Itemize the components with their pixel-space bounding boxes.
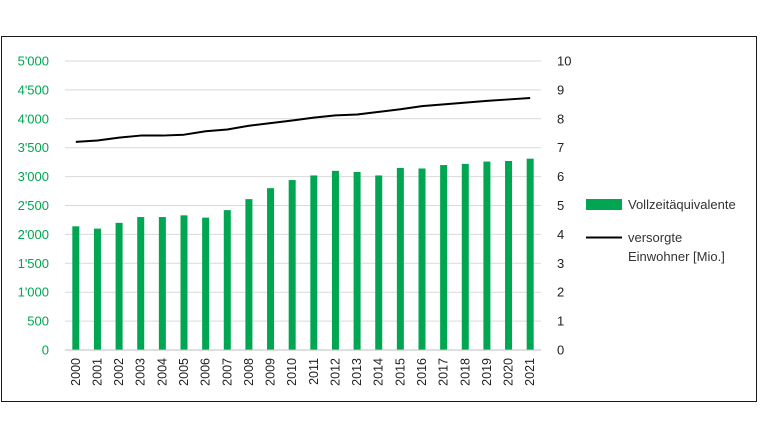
- left-tick-label: 4'000: [18, 111, 49, 126]
- bar-2003: [137, 217, 145, 350]
- bar-2011: [310, 175, 318, 350]
- bar-2007: [223, 210, 231, 350]
- right-tick-label: 9: [557, 82, 564, 97]
- bar-2016: [418, 168, 426, 350]
- right-tick-label: 8: [557, 111, 564, 126]
- bar-2020: [505, 160, 513, 350]
- left-tick-label: 2'500: [18, 198, 49, 213]
- x-tick-label: 2006: [199, 358, 213, 386]
- x-tick-label: 2009: [264, 358, 278, 386]
- right-tick-label: 10: [557, 54, 571, 69]
- x-tick-label: 2018: [458, 358, 472, 386]
- left-tick-label: 500: [27, 314, 49, 329]
- bar-2012: [331, 170, 339, 350]
- bar-2000: [72, 226, 80, 350]
- x-tick-label: 2017: [437, 358, 451, 386]
- left-tick-label: 1'500: [18, 256, 49, 271]
- right-tick-label: 5: [557, 198, 564, 213]
- x-tick-label: 2012: [328, 358, 342, 386]
- right-tick-label: 7: [557, 140, 564, 155]
- x-tick-label: 2002: [112, 358, 126, 386]
- bar-2018: [461, 163, 469, 350]
- left-tick-label: 2'000: [18, 227, 49, 242]
- legend-bar-swatch: [586, 199, 622, 210]
- left-tick-label: 5'000: [18, 54, 49, 69]
- x-tick-label: 2019: [480, 358, 494, 386]
- right-tick-label: 6: [557, 169, 564, 184]
- x-tick-label: 2000: [69, 358, 83, 386]
- bar-2014: [375, 175, 383, 350]
- bar-2005: [180, 215, 188, 350]
- gridlines: [65, 60, 541, 322]
- x-tick-label: 2015: [393, 358, 407, 386]
- x-axis-ticks: 2000 2001 2002 2003 2004 2005 2006 2007 2008 2009…: [69, 358, 537, 386]
- x-tick-label: 2020: [502, 358, 516, 386]
- x-tick-label: 2001: [90, 358, 104, 386]
- bar-series: [72, 158, 534, 350]
- bar-2002: [115, 222, 123, 350]
- legend: Vollzeitäquivalente versorgte Einwohner …: [586, 197, 736, 264]
- x-tick-label: 2011: [307, 358, 321, 385]
- right-tick-label: 1: [557, 314, 564, 329]
- left-tick-label: 3'000: [18, 169, 49, 184]
- chart-frame: [1, 36, 757, 402]
- right-tick-label: 3: [557, 256, 564, 271]
- bar-2021: [526, 158, 534, 350]
- x-tick-label: 2004: [155, 358, 169, 386]
- bar-2009: [267, 188, 275, 350]
- left-tick-label: 0: [42, 343, 49, 358]
- x-tick-label: 2016: [415, 358, 429, 386]
- bar-2013: [353, 171, 361, 350]
- right-tick-label: 4: [557, 227, 564, 242]
- legend-line-label-2: Einwohner [Mio.]: [628, 249, 725, 264]
- bar-2017: [440, 165, 448, 350]
- bar-2019: [483, 161, 491, 350]
- bar-2004: [158, 217, 166, 350]
- left-axis-ticks: 0 500 1'000 1'500 2'000 2'500 3'000 3'500 4'000 4…: [18, 54, 49, 358]
- legend-line-label-1: versorgte: [628, 230, 682, 245]
- line-series: [75, 96, 531, 143]
- left-tick-label: 4'500: [18, 82, 49, 97]
- right-tick-label: 2: [557, 285, 564, 300]
- x-tick-label: 2008: [242, 358, 256, 386]
- legend-bar-label: Vollzeitäquivalente: [628, 197, 736, 212]
- x-tick-label: 2005: [177, 358, 191, 386]
- right-axis-ticks: 0 1 2 3 4 5 6 7 8 9 10: [557, 54, 571, 358]
- right-tick-label: 0: [557, 343, 564, 358]
- x-tick-label: 2010: [285, 358, 299, 386]
- bar-2010: [288, 180, 296, 350]
- bar-2008: [245, 199, 253, 350]
- left-tick-label: 1'000: [18, 285, 49, 300]
- line-einwohner: [75, 96, 531, 143]
- bar-2001: [93, 228, 101, 350]
- bar-2015: [396, 167, 404, 350]
- left-tick-label: 3'500: [18, 140, 49, 155]
- x-tick-label: 2003: [134, 358, 148, 386]
- x-tick-label: 2013: [350, 358, 364, 386]
- x-tick-label: 2021: [523, 358, 537, 386]
- x-tick-label: 2014: [372, 358, 386, 386]
- x-tick-label: 2007: [220, 358, 234, 386]
- bar-2006: [202, 217, 210, 350]
